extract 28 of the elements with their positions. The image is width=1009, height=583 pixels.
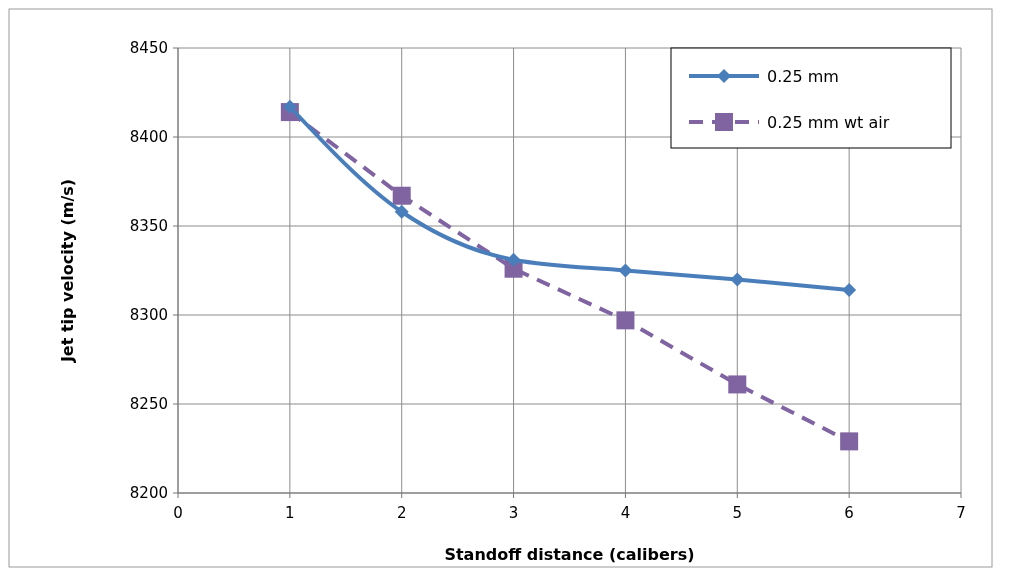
x-tick-label: 0 [173,504,183,522]
y-tick-label: 8200 [129,484,168,503]
x-tick-label: 1 [285,504,295,522]
x-tick-label: 3 [508,504,519,522]
y-tick-label: 8250 [129,395,168,414]
point [282,99,297,114]
point [728,375,747,394]
point [392,186,411,205]
x-tick-label: 4 [620,504,631,522]
y-axis-title: Jet tip velocity (m/s) [58,178,77,364]
legend-label: 0.25 mm wt air [767,112,890,132]
point [840,432,859,451]
point [506,252,521,267]
y-tick-label: 8450 [129,39,168,58]
x-tick-label: 7 [956,504,966,522]
point [616,311,635,330]
y-tick-label: 8400 [129,128,168,147]
point [394,204,409,219]
x-axis-title: Standoff distance (calibers) [444,545,695,564]
point [842,283,857,298]
y-tick-label: 8300 [129,306,168,325]
x-tick-label: 2 [396,504,407,522]
legend-label: 0.25 mm [767,66,839,86]
y-tick-label: 8350 [129,217,168,236]
x-tick-label: 6 [844,504,854,522]
point [618,263,633,278]
x-tick-label: 5 [732,504,743,522]
point [730,272,745,287]
